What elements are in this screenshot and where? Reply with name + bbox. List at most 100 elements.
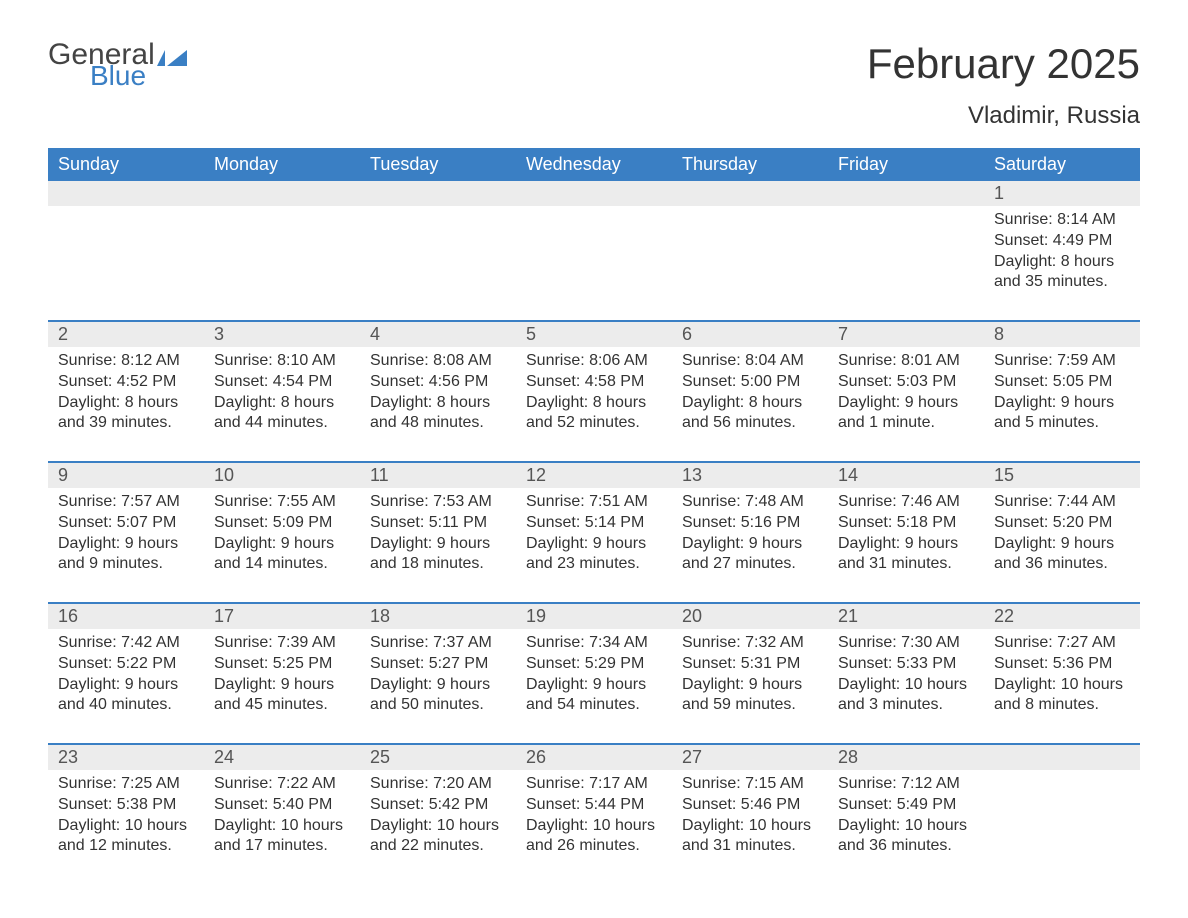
sunrise-text: Sunrise: 7:53 AM [370,492,506,513]
daylight-text: Daylight: 10 hours and 31 minutes. [682,816,818,858]
sunrise-text: Sunrise: 7:39 AM [214,633,350,654]
daylight-text: Daylight: 9 hours and 9 minutes. [58,534,194,576]
day-number: 3 [204,322,360,347]
calendar: Sunday Monday Tuesday Wednesday Thursday… [48,148,1140,862]
day-number: 7 [828,322,984,347]
daybody-row: Sunrise: 7:57 AMSunset: 5:07 PMDaylight:… [48,488,1140,580]
day-number: 4 [360,322,516,347]
sunrise-text: Sunrise: 7:59 AM [994,351,1130,372]
sunset-text: Sunset: 5:07 PM [58,513,194,534]
day-number: 28 [828,745,984,770]
day-body: Sunrise: 7:12 AMSunset: 5:49 PMDaylight:… [828,770,984,862]
sunset-text: Sunset: 5:00 PM [682,372,818,393]
sunset-text: Sunset: 5:36 PM [994,654,1130,675]
location: Vladimir, Russia [867,102,1140,130]
day-body: Sunrise: 7:51 AMSunset: 5:14 PMDaylight:… [516,488,672,580]
sunrise-text: Sunrise: 7:27 AM [994,633,1130,654]
day-number: 26 [516,745,672,770]
day-body: Sunrise: 8:01 AMSunset: 5:03 PMDaylight:… [828,347,984,439]
sunrise-text: Sunrise: 7:57 AM [58,492,194,513]
day-number: 20 [672,604,828,629]
day-body: Sunrise: 7:55 AMSunset: 5:09 PMDaylight:… [204,488,360,580]
sunset-text: Sunset: 5:09 PM [214,513,350,534]
sunset-text: Sunset: 5:22 PM [58,654,194,675]
day-number [204,181,360,206]
month-title: February 2025 [867,40,1140,88]
day-number: 27 [672,745,828,770]
sunrise-text: Sunrise: 7:12 AM [838,774,974,795]
daylight-text: Daylight: 8 hours and 56 minutes. [682,393,818,435]
day-number: 18 [360,604,516,629]
day-body [516,206,672,298]
sunrise-text: Sunrise: 8:04 AM [682,351,818,372]
day-body: Sunrise: 7:22 AMSunset: 5:40 PMDaylight:… [204,770,360,862]
daylight-text: Daylight: 10 hours and 22 minutes. [370,816,506,858]
sunrise-text: Sunrise: 8:12 AM [58,351,194,372]
sunset-text: Sunset: 4:58 PM [526,372,662,393]
sunrise-text: Sunrise: 7:44 AM [994,492,1130,513]
sunrise-text: Sunrise: 7:20 AM [370,774,506,795]
sunrise-text: Sunrise: 7:37 AM [370,633,506,654]
header: General Blue February 2025 Vladimir, Rus… [48,40,1140,130]
day-number: 17 [204,604,360,629]
day-body: Sunrise: 8:12 AMSunset: 4:52 PMDaylight:… [48,347,204,439]
day-body: Sunrise: 7:25 AMSunset: 5:38 PMDaylight:… [48,770,204,862]
daylight-text: Daylight: 9 hours and 27 minutes. [682,534,818,576]
daylight-text: Daylight: 8 hours and 52 minutes. [526,393,662,435]
day-body: Sunrise: 7:42 AMSunset: 5:22 PMDaylight:… [48,629,204,721]
daylight-text: Daylight: 9 hours and 50 minutes. [370,675,506,717]
day-body: Sunrise: 7:57 AMSunset: 5:07 PMDaylight:… [48,488,204,580]
daybody-row: Sunrise: 7:42 AMSunset: 5:22 PM Daylight:… [48,629,1140,721]
sunrise-text: Sunrise: 7:42 AM [58,633,194,654]
sunrise-text: Sunrise: 7:25 AM [58,774,194,795]
daylight-text: Daylight: 10 hours and 26 minutes. [526,816,662,858]
day-body: Sunrise: 7:20 AMSunset: 5:42 PMDaylight:… [360,770,516,862]
day-number: 24 [204,745,360,770]
day-body: Sunrise: 8:10 AMSunset: 4:54 PMDaylight:… [204,347,360,439]
sunset-text: Sunset: 5:49 PM [838,795,974,816]
sunset-text: Sunset: 5:16 PM [682,513,818,534]
day-of-week-header: Sunday Monday Tuesday Wednesday Thursday… [48,148,1140,181]
daynum-band: 2345678 [48,322,1140,347]
sunrise-text: Sunrise: 7:30 AM [838,633,974,654]
daynum-band: 1 [48,181,1140,206]
day-number: 9 [48,463,204,488]
day-number [672,181,828,206]
sunset-text: Sunset: 5:20 PM [994,513,1130,534]
sunset-text: Sunset: 4:49 PM [994,231,1130,252]
sunrise-text: Sunrise: 7:51 AM [526,492,662,513]
sunrise-text: Sunrise: 8:10 AM [214,351,350,372]
day-body [48,206,204,298]
daylight-text: Daylight: 8 hours and 35 minutes. [994,252,1130,294]
sunset-text: Sunset: 5:18 PM [838,513,974,534]
sunset-text: Sunset: 5:11 PM [370,513,506,534]
day-body: Sunrise: 7:37 AMSunset: 5:27 PMDaylight:… [360,629,516,721]
dow-thursday: Thursday [672,148,828,181]
day-number [516,181,672,206]
daylight-text: Daylight: 8 hours and 39 minutes. [58,393,194,435]
daylight-text: Daylight: 10 hours and 8 minutes. [994,675,1130,717]
daylight-text: Daylight: 10 hours and 17 minutes. [214,816,350,858]
daylight-text: Daylight: 9 hours and 31 minutes. [838,534,974,576]
day-body: Sunrise: 8:06 AMSunset: 4:58 PMDaylight:… [516,347,672,439]
daylight-text: Daylight: 9 hours and 59 minutes. [682,675,818,717]
day-number: 15 [984,463,1140,488]
logo: General Blue [48,40,187,90]
day-body: Sunrise: 7:46 AMSunset: 5:18 PMDaylight:… [828,488,984,580]
week-row: 1Sunrise: 8:14 AMSunset: 4:49 PMDaylight… [48,181,1140,298]
day-number: 13 [672,463,828,488]
daynum-band: 16171819202122 [48,604,1140,629]
sunset-text: Sunset: 5:25 PM [214,654,350,675]
sunset-text: Sunset: 5:14 PM [526,513,662,534]
day-body: Sunrise: 7:30 AMSunset: 5:33 PMDaylight:… [828,629,984,721]
day-body: Sunrise: 7:15 AMSunset: 5:46 PMDaylight:… [672,770,828,862]
sunset-text: Sunset: 5:42 PM [370,795,506,816]
day-body: Sunrise: 8:14 AMSunset: 4:49 PMDaylight:… [984,206,1140,298]
dow-saturday: Saturday [984,148,1140,181]
sunset-text: Sunset: 4:56 PM [370,372,506,393]
daybody-row: Sunrise: 8:14 AMSunset: 4:49 PMDaylight:… [48,206,1140,298]
day-number: 2 [48,322,204,347]
day-number: 10 [204,463,360,488]
daylight-text: Daylight: 8 hours and 48 minutes. [370,393,506,435]
week-row: 16171819202122Sunrise: 7:42 AMSunset: 5:… [48,602,1140,721]
